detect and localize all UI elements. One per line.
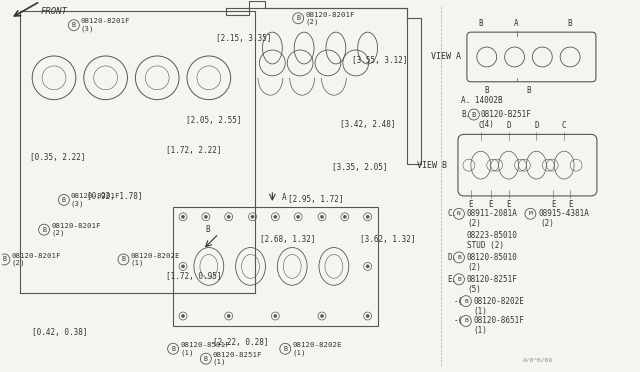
Text: 08120-8201F
(2): 08120-8201F (2) xyxy=(12,253,61,266)
Text: [2.05, 2.55]: [2.05, 2.55] xyxy=(186,116,241,125)
Text: A: A xyxy=(282,193,287,202)
Text: A. 14002B: A. 14002B xyxy=(461,96,502,105)
Text: (1): (1) xyxy=(474,326,488,336)
Circle shape xyxy=(251,215,254,218)
Text: B: B xyxy=(3,256,6,263)
Text: 08120-8201F
(3): 08120-8201F (3) xyxy=(81,19,131,32)
Circle shape xyxy=(321,314,324,318)
Text: [0.42, 0.38]: [0.42, 0.38] xyxy=(32,328,88,337)
Text: B: B xyxy=(42,227,46,232)
Text: A: A xyxy=(514,19,519,28)
Text: B: B xyxy=(122,256,125,263)
Text: 08120-8501F
(1): 08120-8501F (1) xyxy=(180,342,230,356)
Text: E: E xyxy=(506,200,511,209)
Text: [1.72, 2.22]: [1.72, 2.22] xyxy=(166,146,221,155)
Text: B: B xyxy=(464,318,468,324)
Text: (2): (2) xyxy=(467,219,481,228)
Text: B: B xyxy=(568,19,572,28)
Text: D: D xyxy=(534,121,539,131)
Circle shape xyxy=(182,215,184,218)
Text: 08120-B251F: 08120-B251F xyxy=(481,110,532,119)
Text: (2): (2) xyxy=(467,263,481,272)
Text: [2.68, 1.32]: [2.68, 1.32] xyxy=(260,235,316,244)
Circle shape xyxy=(204,215,207,218)
Text: E: E xyxy=(551,200,556,209)
Text: (1): (1) xyxy=(474,307,488,315)
Text: 08120-8202E
(1): 08120-8202E (1) xyxy=(131,253,180,266)
Text: [3.35, 2.05]: [3.35, 2.05] xyxy=(332,163,387,171)
Bar xyxy=(173,207,378,326)
Circle shape xyxy=(321,215,324,218)
Text: -(: -( xyxy=(454,317,463,326)
Text: 08911-2081A: 08911-2081A xyxy=(467,209,518,218)
Text: B: B xyxy=(457,255,461,260)
Text: B: B xyxy=(296,15,300,21)
Text: B: B xyxy=(526,86,531,95)
Text: E: E xyxy=(488,200,493,209)
Text: 08120-8202E: 08120-8202E xyxy=(474,296,525,306)
Text: 08120-8651F: 08120-8651F xyxy=(474,317,525,326)
Text: B.: B. xyxy=(461,110,470,119)
Text: VIEW B: VIEW B xyxy=(417,161,447,170)
Text: B: B xyxy=(457,277,461,282)
Text: 08223-85010: 08223-85010 xyxy=(467,231,518,240)
Text: E: E xyxy=(568,200,572,209)
Text: D.: D. xyxy=(447,253,456,262)
Text: [2.15, 3.35]: [2.15, 3.35] xyxy=(216,33,271,43)
Text: B: B xyxy=(62,197,66,203)
Text: C: C xyxy=(479,121,483,131)
Circle shape xyxy=(274,314,277,318)
Text: 08915-4381A: 08915-4381A xyxy=(538,209,589,218)
Circle shape xyxy=(182,265,184,268)
Text: [3.55, 3.12]: [3.55, 3.12] xyxy=(352,57,407,65)
Text: [0.92, 1.78]: [0.92, 1.78] xyxy=(87,192,142,201)
Text: E: E xyxy=(468,200,473,209)
Text: [3.62, 1.32]: [3.62, 1.32] xyxy=(360,235,415,244)
Text: B: B xyxy=(479,19,483,28)
Circle shape xyxy=(274,215,277,218)
Text: B: B xyxy=(204,356,208,362)
Text: 08120-8201F
(2): 08120-8201F (2) xyxy=(51,223,100,237)
Text: B: B xyxy=(464,299,468,304)
Text: 08120-85010: 08120-85010 xyxy=(467,253,518,262)
Text: [1.72, 0.95]: [1.72, 0.95] xyxy=(166,272,221,281)
Text: (5): (5) xyxy=(467,285,481,294)
Text: (4): (4) xyxy=(481,120,495,129)
Text: A/0^0/69: A/0^0/69 xyxy=(524,357,553,363)
Text: M: M xyxy=(529,211,532,216)
Circle shape xyxy=(296,215,300,218)
Circle shape xyxy=(366,314,369,318)
Text: 08120-8201F
(3): 08120-8201F (3) xyxy=(71,193,120,206)
Text: 08120-8251F
(1): 08120-8251F (1) xyxy=(213,352,262,365)
Circle shape xyxy=(227,215,230,218)
Text: C: C xyxy=(562,121,566,131)
Text: 08120-8202E
(1): 08120-8202E (1) xyxy=(292,342,342,356)
Text: VIEW A: VIEW A xyxy=(431,52,461,61)
Text: (2): (2) xyxy=(540,219,554,228)
Text: B: B xyxy=(206,225,211,234)
Circle shape xyxy=(366,265,369,268)
Circle shape xyxy=(182,314,184,318)
Text: B: B xyxy=(72,22,76,28)
Text: B: B xyxy=(472,112,476,118)
Text: B: B xyxy=(171,346,175,352)
Text: 08120-8201F
(2): 08120-8201F (2) xyxy=(305,12,355,25)
Text: B: B xyxy=(284,346,287,352)
Text: [2.95, 1.72]: [2.95, 1.72] xyxy=(288,195,344,204)
Text: N: N xyxy=(457,211,461,216)
Text: D: D xyxy=(506,121,511,131)
Text: 08120-8251F: 08120-8251F xyxy=(467,275,518,284)
Text: E.: E. xyxy=(447,275,456,284)
Circle shape xyxy=(227,314,230,318)
Text: [3.42, 2.48]: [3.42, 2.48] xyxy=(340,120,396,129)
Text: C.: C. xyxy=(447,209,456,218)
Text: B: B xyxy=(484,86,489,95)
Text: -(: -( xyxy=(454,296,463,306)
Text: STUD (2): STUD (2) xyxy=(467,241,504,250)
Text: [0.35, 2.22]: [0.35, 2.22] xyxy=(30,153,86,162)
Circle shape xyxy=(343,215,346,218)
Text: [2.22, 0.28]: [2.22, 0.28] xyxy=(213,338,268,347)
Text: FRONT: FRONT xyxy=(40,7,67,16)
Circle shape xyxy=(366,215,369,218)
